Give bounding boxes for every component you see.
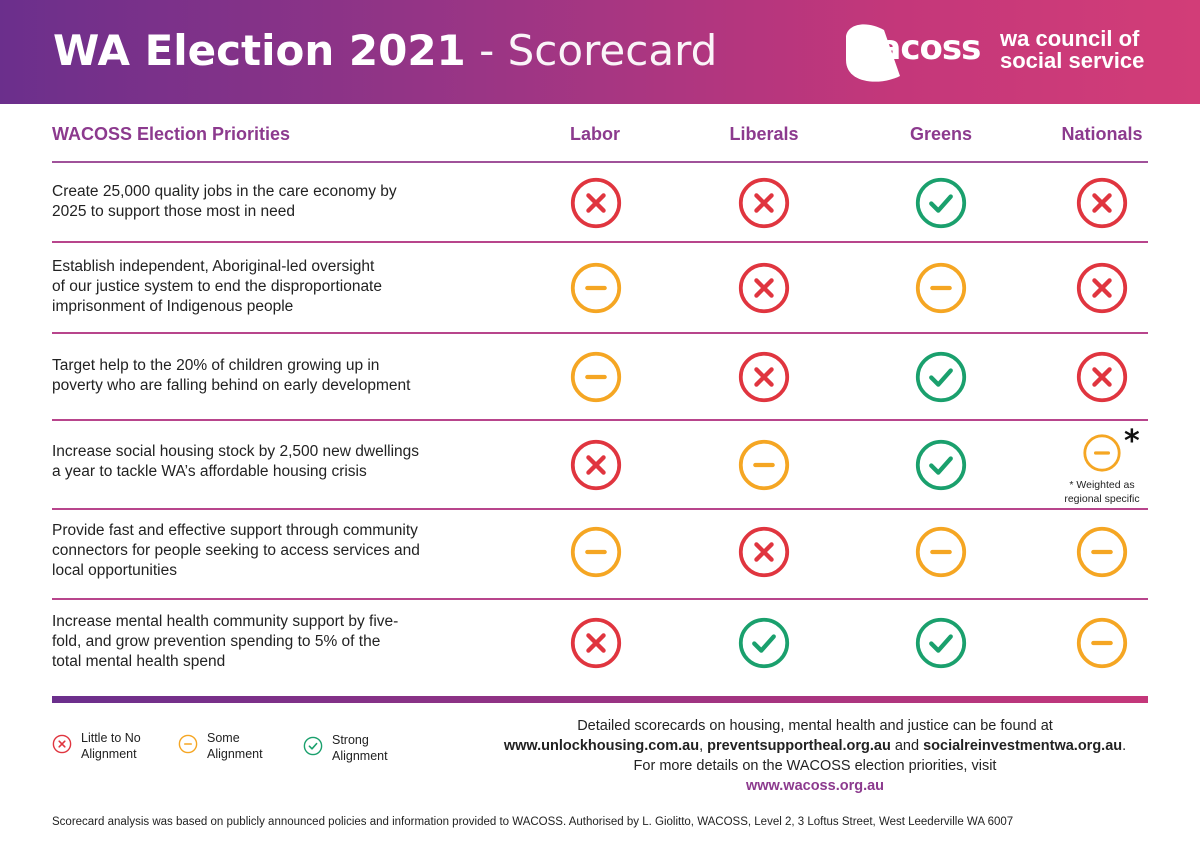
priority-text: Create 25,000 quality jobs in the care e… (52, 182, 492, 222)
priority-text: Increase mental health community support… (52, 612, 492, 672)
info-line1: Detailed scorecards on housing, mental h… (577, 718, 1053, 734)
info-end: . (1122, 738, 1127, 754)
row-divider (52, 598, 1148, 600)
link-preventsupportheal[interactable]: preventsupportheal.org.au (707, 738, 891, 754)
logo-org-name: wa council of social service (1000, 28, 1144, 72)
legend-label: Little to No Alignment (81, 730, 171, 762)
priority-text-line1: Provide fast and effective support throu… (52, 522, 418, 539)
legend-label: Some Alignment (207, 730, 297, 762)
priority-text: Establish independent, Aboriginal-led ov… (52, 257, 492, 317)
cross-circle-icon (737, 261, 791, 315)
check-circle-icon (737, 616, 791, 670)
logo-blob-shape (846, 24, 900, 82)
legend-cross-circle-icon (52, 734, 72, 754)
row-divider (52, 241, 1148, 243)
priority-text: Target help to the 20% of children growi… (52, 356, 492, 396)
legend-label-line1: Some (207, 731, 240, 745)
priority-text-line3: total mental health spend (52, 653, 226, 670)
party-heading-nationals: Nationals (1061, 124, 1143, 144)
priority-text-line1: Target help to the 20% of children growi… (52, 357, 380, 374)
priority-text: Increase social housing stock by 2,500 n… (52, 442, 492, 482)
cross-circle-icon (1075, 176, 1129, 230)
priority-text-line3: imprisonment of Indigenous people (52, 298, 294, 315)
footer-authorisation: Scorecard analysis was based on publicly… (52, 816, 1014, 828)
cross-circle-icon (569, 438, 623, 492)
priority-text-line1: Establish independent, Aboriginal-led ov… (52, 258, 375, 275)
party-heading-greens: Greens (909, 124, 973, 144)
priorities-heading: WACOSS Election Priorities (52, 124, 291, 144)
legend-check-circle-icon (303, 736, 323, 756)
priority-text-line2: a year to tackle WA’s affordable housing… (52, 463, 367, 480)
priority-text: Provide fast and effective support throu… (52, 521, 492, 581)
link-unlockhousing[interactable]: www.unlockhousing.com.au (503, 738, 700, 754)
dash-circle-icon (1082, 433, 1122, 473)
check-circle-icon (914, 616, 968, 670)
dash-circle-icon (1075, 525, 1129, 579)
priority-text-line2: connectors for people seeking to access … (52, 542, 420, 559)
row-divider (52, 332, 1148, 334)
legend-label-line2: Alignment (332, 749, 388, 763)
link-socialreinvestment[interactable]: socialreinvestmentwa.org.au (923, 738, 1123, 754)
priority-text-line2: poverty who are falling behind on early … (52, 377, 411, 394)
legend-label-line1: Little to No (81, 731, 141, 745)
legend-label: Strong Alignment (332, 732, 422, 764)
dash-circle-icon (737, 438, 791, 492)
legend-label-line2: Alignment (81, 747, 137, 761)
priority-text-line3: local opportunities (52, 562, 177, 579)
legend-label-line1: Strong (332, 733, 369, 747)
cross-circle-icon (569, 616, 623, 670)
cross-circle-icon (737, 525, 791, 579)
title-light: - Scorecard (465, 26, 718, 75)
check-circle-icon (914, 176, 968, 230)
weighting-note-line2: regional specific (1064, 493, 1140, 505)
check-circle-icon (914, 438, 968, 492)
page-title: WA Election 2021 - Scorecard (53, 26, 717, 75)
row-divider (52, 419, 1148, 421)
cross-circle-icon (737, 350, 791, 404)
check-circle-icon (914, 350, 968, 404)
party-heading-labor: Labor (569, 124, 621, 144)
nationals-asterisk: * (1124, 424, 1140, 459)
priority-text-line2: fold, and grow prevention spending to 5%… (52, 633, 381, 650)
dash-circle-icon (914, 261, 968, 315)
legend-label-line2: Alignment (207, 747, 263, 761)
dash-circle-icon (1075, 616, 1129, 670)
logo-wordmark: wacoss (848, 28, 981, 68)
header-banner: WA Election 2021 - Scorecard wacoss wa c… (0, 0, 1200, 104)
info-sep1: , (699, 738, 708, 754)
header-divider (52, 161, 1148, 163)
info-sep2: and (890, 738, 924, 754)
logo-wordmark-text: wacoss (848, 28, 981, 68)
dash-circle-icon (569, 261, 623, 315)
bottom-gradient-bar (52, 696, 1148, 703)
link-wacoss-website[interactable]: www.wacoss.org.au (745, 778, 885, 794)
legend-dash-circle-icon (178, 734, 198, 754)
priority-text-line1: Create 25,000 quality jobs in the care e… (52, 183, 397, 200)
weighting-note: * Weighted as regional specific (1052, 478, 1152, 506)
priority-text-line2: of our justice system to end the disprop… (52, 278, 382, 295)
dash-circle-icon (569, 525, 623, 579)
priority-text-line2: 2025 to support those most in need (52, 203, 295, 220)
wacoss-logo[interactable]: wacoss wa council of social service (840, 14, 1160, 92)
info-line3: For more details on the WACOSS election … (633, 758, 997, 774)
cross-circle-icon (569, 176, 623, 230)
priority-text-line1: Increase social housing stock by 2,500 n… (52, 443, 420, 460)
logo-org-line1: wa council of (1000, 26, 1140, 51)
info-links-line: www.unlockhousing.com.au, preventsupport… (480, 736, 1150, 756)
cross-circle-icon (1075, 350, 1129, 404)
row-divider (52, 508, 1148, 510)
dash-circle-icon (569, 350, 623, 404)
dash-circle-icon (914, 525, 968, 579)
cross-circle-icon (737, 176, 791, 230)
cross-circle-icon (1075, 261, 1129, 315)
logo-org-line2: social service (1000, 48, 1145, 73)
info-block: Detailed scorecards on housing, mental h… (480, 716, 1150, 796)
title-bold: WA Election 2021 (53, 26, 466, 75)
priority-text-line1: Increase mental health community support… (52, 613, 399, 630)
weighting-note-line1: * Weighted as (1069, 479, 1135, 491)
party-heading-liberals: Liberals (729, 124, 799, 144)
